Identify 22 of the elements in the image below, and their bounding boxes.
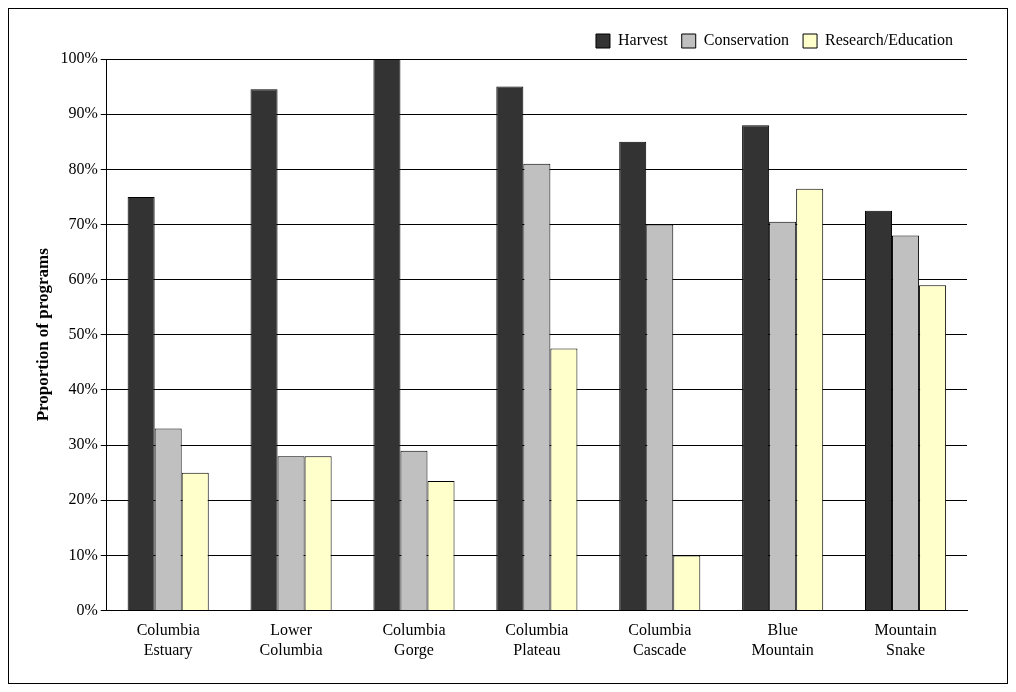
y-tick-label: 0% [76,600,98,618]
y-tick-label: 70% [68,214,98,232]
legend-label: Research/Education [825,31,954,49]
y-tick-label: 30% [68,435,98,453]
y-tick-label: 100% [60,49,98,67]
x-tick-label: Columbia Gorge [382,621,446,659]
y-tick-label: 90% [68,104,98,122]
legend-label: Harvest [617,31,669,49]
x-tick-label: Columbia Cascade [628,621,692,658]
y-axis-title: Proportion of programs [32,247,52,422]
y-tick-label: 50% [68,325,98,342]
y-tick-label: 80% [68,159,98,177]
y-tick-label: 40% [68,380,98,398]
x-tick-label: Columbia Plateau [505,621,569,658]
y-tick-label: 60% [68,269,98,287]
y-tick-label: 10% [68,545,98,563]
x-tick-label: Lower Columbia [259,621,323,658]
legend-label: Conservation [703,31,790,49]
x-tick-label: Blue Mountain [751,621,814,658]
x-tick-label: Mountain Snake [874,621,937,658]
y-tick-label: 20% [68,490,98,508]
x-tick-label: Columbia Estuary [136,621,200,659]
